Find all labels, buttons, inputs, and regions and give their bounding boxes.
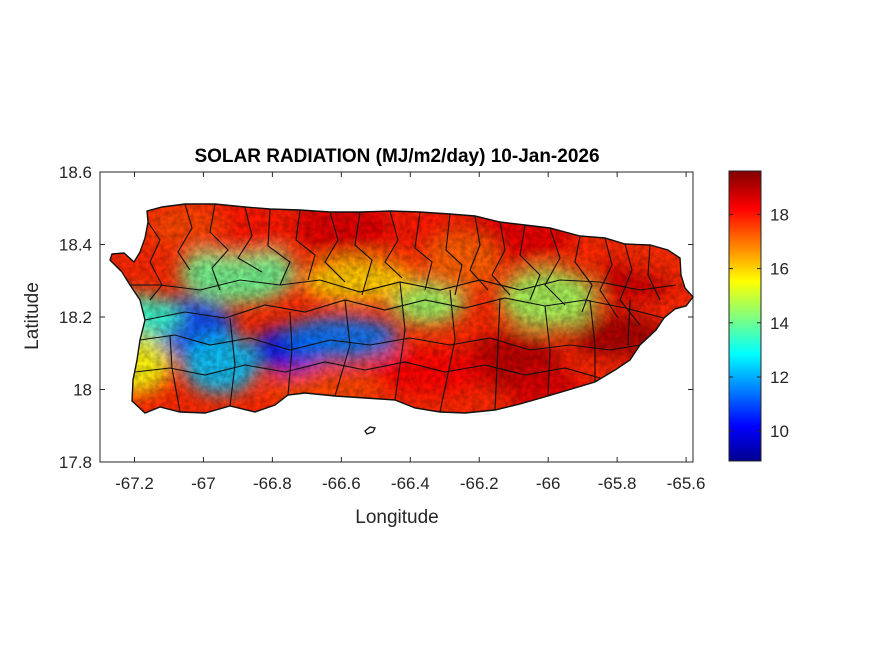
caja-de-muertos-islet [364,426,376,435]
x-tick-label: -66.6 [322,474,361,493]
municipality-boundary [295,209,316,281]
municipality-boundary [519,224,541,301]
municipality-boundary [144,297,665,321]
municipality-boundary [414,211,433,291]
municipality-boundary [287,311,293,396]
municipality-boundary [619,243,641,326]
municipality-boundary [439,289,456,413]
x-tick-label: -66.8 [253,474,292,493]
y-tick-label: 18.2 [59,308,92,327]
municipality-boundary [574,235,593,313]
x-tick-label: -65.8 [598,474,637,493]
municipality-boundary [544,305,551,397]
municipality-boundary [229,317,236,407]
colorbar-tick-label: 16 [770,260,789,279]
municipality-boundary [134,361,601,379]
y-axis-ticks: 17.8 18 18.2 18.4 18.6 [59,163,693,472]
x-tick-label: -66 [536,474,561,493]
y-tick-label: 17.8 [59,453,92,472]
municipality-boundary [267,208,291,286]
municipality-boundary [494,297,501,411]
colorbar-ticks: 10 12 14 16 18 [729,205,789,441]
municipality-boundary [544,227,566,306]
municipality-boundary [147,221,163,301]
municipality-boundaries [130,203,677,413]
x-tick-label: -66.4 [391,474,430,493]
y-tick-label: 18.6 [59,163,92,182]
municipality-boundary [169,334,181,413]
municipality-boundary [354,211,373,296]
chart-title: SOLAR RADIATION (MJ/m2/day) 10-Jan-2026 [194,146,599,167]
colorbar [728,170,762,462]
colorbar-tick-label: 14 [770,314,789,333]
x-tick-label: -66.2 [460,474,499,493]
colorbar-tick-label: 10 [770,422,789,441]
municipality-boundary [209,203,229,291]
x-axis-ticks: -67.2 -67 -66.8 -66.6 -66.4 -66.2 -66 -65.8 -65.… [115,172,705,493]
municipality-boundary [647,244,661,301]
island-coastline [109,203,694,414]
municipality-boundary [334,299,351,397]
y-axis-label: Latitude [22,282,43,350]
municipality-boundary [627,299,631,346]
municipality-boundary [237,206,263,273]
y-tick-label: 18.4 [59,236,92,255]
municipality-boundary [139,334,641,351]
municipality-boundary [599,237,619,319]
x-tick-label: -65.6 [667,474,706,493]
y-tick-label: 18 [73,381,92,400]
x-tick-label: -67.2 [115,474,154,493]
x-axis-label: Longitude [355,507,438,528]
municipality-boundary [384,210,403,279]
x-tick-label: -67 [191,474,216,493]
municipality-boundary [445,213,463,296]
municipality-boundary [589,299,596,382]
colorbar-tick-label: 12 [770,368,789,387]
municipality-boundary [324,211,346,283]
municipality-boundary [394,281,406,401]
municipality-boundary [177,203,193,271]
colorbar-tick-label: 18 [770,205,789,224]
